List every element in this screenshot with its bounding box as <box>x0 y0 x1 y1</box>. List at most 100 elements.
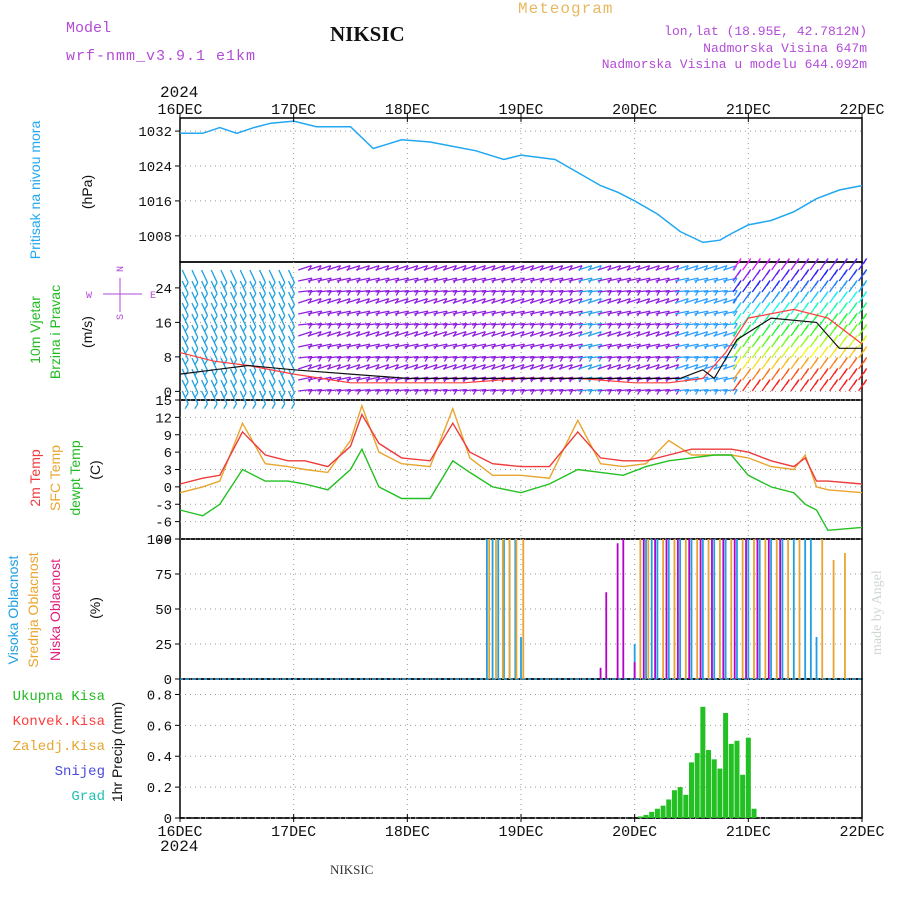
wind-barb <box>674 322 690 326</box>
y-tick-label: -3 <box>155 498 172 514</box>
wind-barb <box>645 364 660 370</box>
wind-barb <box>201 269 209 283</box>
wind-barb <box>645 289 661 293</box>
wind-barb-feather <box>756 357 761 363</box>
wind-barb <box>703 343 718 348</box>
wind-barb <box>356 310 371 315</box>
y-tick-label: 0.6 <box>147 719 172 735</box>
wind-barb <box>423 322 438 326</box>
wind-barb <box>626 355 641 359</box>
wind-barb <box>229 368 238 382</box>
wind-barb <box>578 355 593 359</box>
wind-barb <box>626 289 641 293</box>
wind-barb <box>674 289 690 293</box>
wind-barb <box>278 291 286 305</box>
precip-bar <box>734 740 740 818</box>
wind-barb <box>607 298 621 304</box>
wind-barb <box>278 280 286 294</box>
wind-barb-feather <box>737 313 742 319</box>
wind-barb <box>278 390 286 404</box>
wind-barb-feather <box>853 368 858 374</box>
compass-s: S <box>116 314 127 320</box>
wind-barb <box>713 388 728 392</box>
wind-barb <box>452 310 467 315</box>
wind-barb <box>210 324 218 338</box>
wind-barb <box>636 364 650 370</box>
wind-barb-feather <box>756 368 761 374</box>
wind-barb <box>229 390 238 404</box>
wind-barb <box>249 368 257 382</box>
wind-barb <box>500 277 515 282</box>
wind-barb-feather <box>853 324 858 330</box>
wind-barb-feather <box>795 258 800 264</box>
wind-barb <box>520 289 535 293</box>
wind-barb <box>287 357 296 371</box>
wind-barb-feather <box>814 313 819 319</box>
wind-barb <box>674 310 689 315</box>
x-tick-label-bottom: 21DEC <box>726 824 771 841</box>
wind-barb <box>356 388 371 392</box>
wind-barb <box>665 322 680 326</box>
wind-barb <box>452 331 467 337</box>
t2m-label: 2m Temp <box>27 449 43 507</box>
wind-barb <box>191 302 199 316</box>
wind-barb <box>636 331 650 337</box>
wind-barb <box>191 357 199 371</box>
wind-barb-feather <box>863 346 868 352</box>
wind-barb <box>423 355 438 359</box>
wind-barb <box>375 388 390 392</box>
wind-barb <box>239 346 247 360</box>
precip-legend-label: Konvek.Kisa <box>13 714 105 730</box>
wind-barb-feather <box>766 335 771 341</box>
wind-barb-feather <box>834 357 839 363</box>
wind-barb <box>549 355 564 359</box>
wind-barb <box>201 390 209 404</box>
wind-barb <box>684 277 699 282</box>
wind-barb-feather <box>737 291 742 297</box>
wind-barb <box>684 364 699 370</box>
year-top: 2024 <box>160 84 199 102</box>
wind-barb <box>549 298 563 304</box>
wind-barb <box>414 289 429 293</box>
wind-barb <box>558 343 573 348</box>
wind-barb <box>530 355 545 359</box>
wind-barb <box>452 364 467 370</box>
x-tick-label-top: 17DEC <box>271 102 316 119</box>
wind-barb <box>298 277 313 282</box>
wind-barb <box>258 313 267 327</box>
wind-barb <box>684 265 699 271</box>
wind-barb <box>471 364 486 370</box>
wind-barb <box>375 265 390 271</box>
wind-barb <box>210 390 218 404</box>
wind-barb <box>317 331 332 337</box>
wind-barb <box>578 388 593 392</box>
wind-barb <box>268 302 276 316</box>
wind-barb-feather <box>853 291 858 297</box>
wind-barb-feather <box>863 324 868 330</box>
wind-barb <box>278 324 286 338</box>
wind-barb-feather <box>824 357 829 363</box>
wind-barb <box>346 310 361 315</box>
wind-barb <box>307 322 322 326</box>
wind-barb <box>442 265 457 271</box>
wind-barb-feather <box>795 302 800 308</box>
wind-barb <box>587 355 603 359</box>
wind-barb <box>510 277 525 282</box>
wind-barb <box>694 364 708 370</box>
meteogram-title: Meteogram <box>518 0 614 18</box>
wind-barb <box>433 322 448 326</box>
wind-barb <box>181 390 189 404</box>
wind-barb <box>239 390 247 404</box>
wind-barb <box>201 313 209 327</box>
wind-barb <box>723 289 738 293</box>
wind-barb <box>249 379 257 393</box>
wind-barb-feather <box>785 291 790 297</box>
wind-barb-feather <box>756 346 761 352</box>
wind-barb <box>501 289 516 293</box>
wind-barb-feather <box>766 368 771 374</box>
wind-barb-feather <box>766 346 771 352</box>
wind-barb <box>694 355 709 359</box>
wind-barb <box>491 310 506 315</box>
wind-barb <box>287 313 296 327</box>
wind-barb <box>694 265 708 271</box>
